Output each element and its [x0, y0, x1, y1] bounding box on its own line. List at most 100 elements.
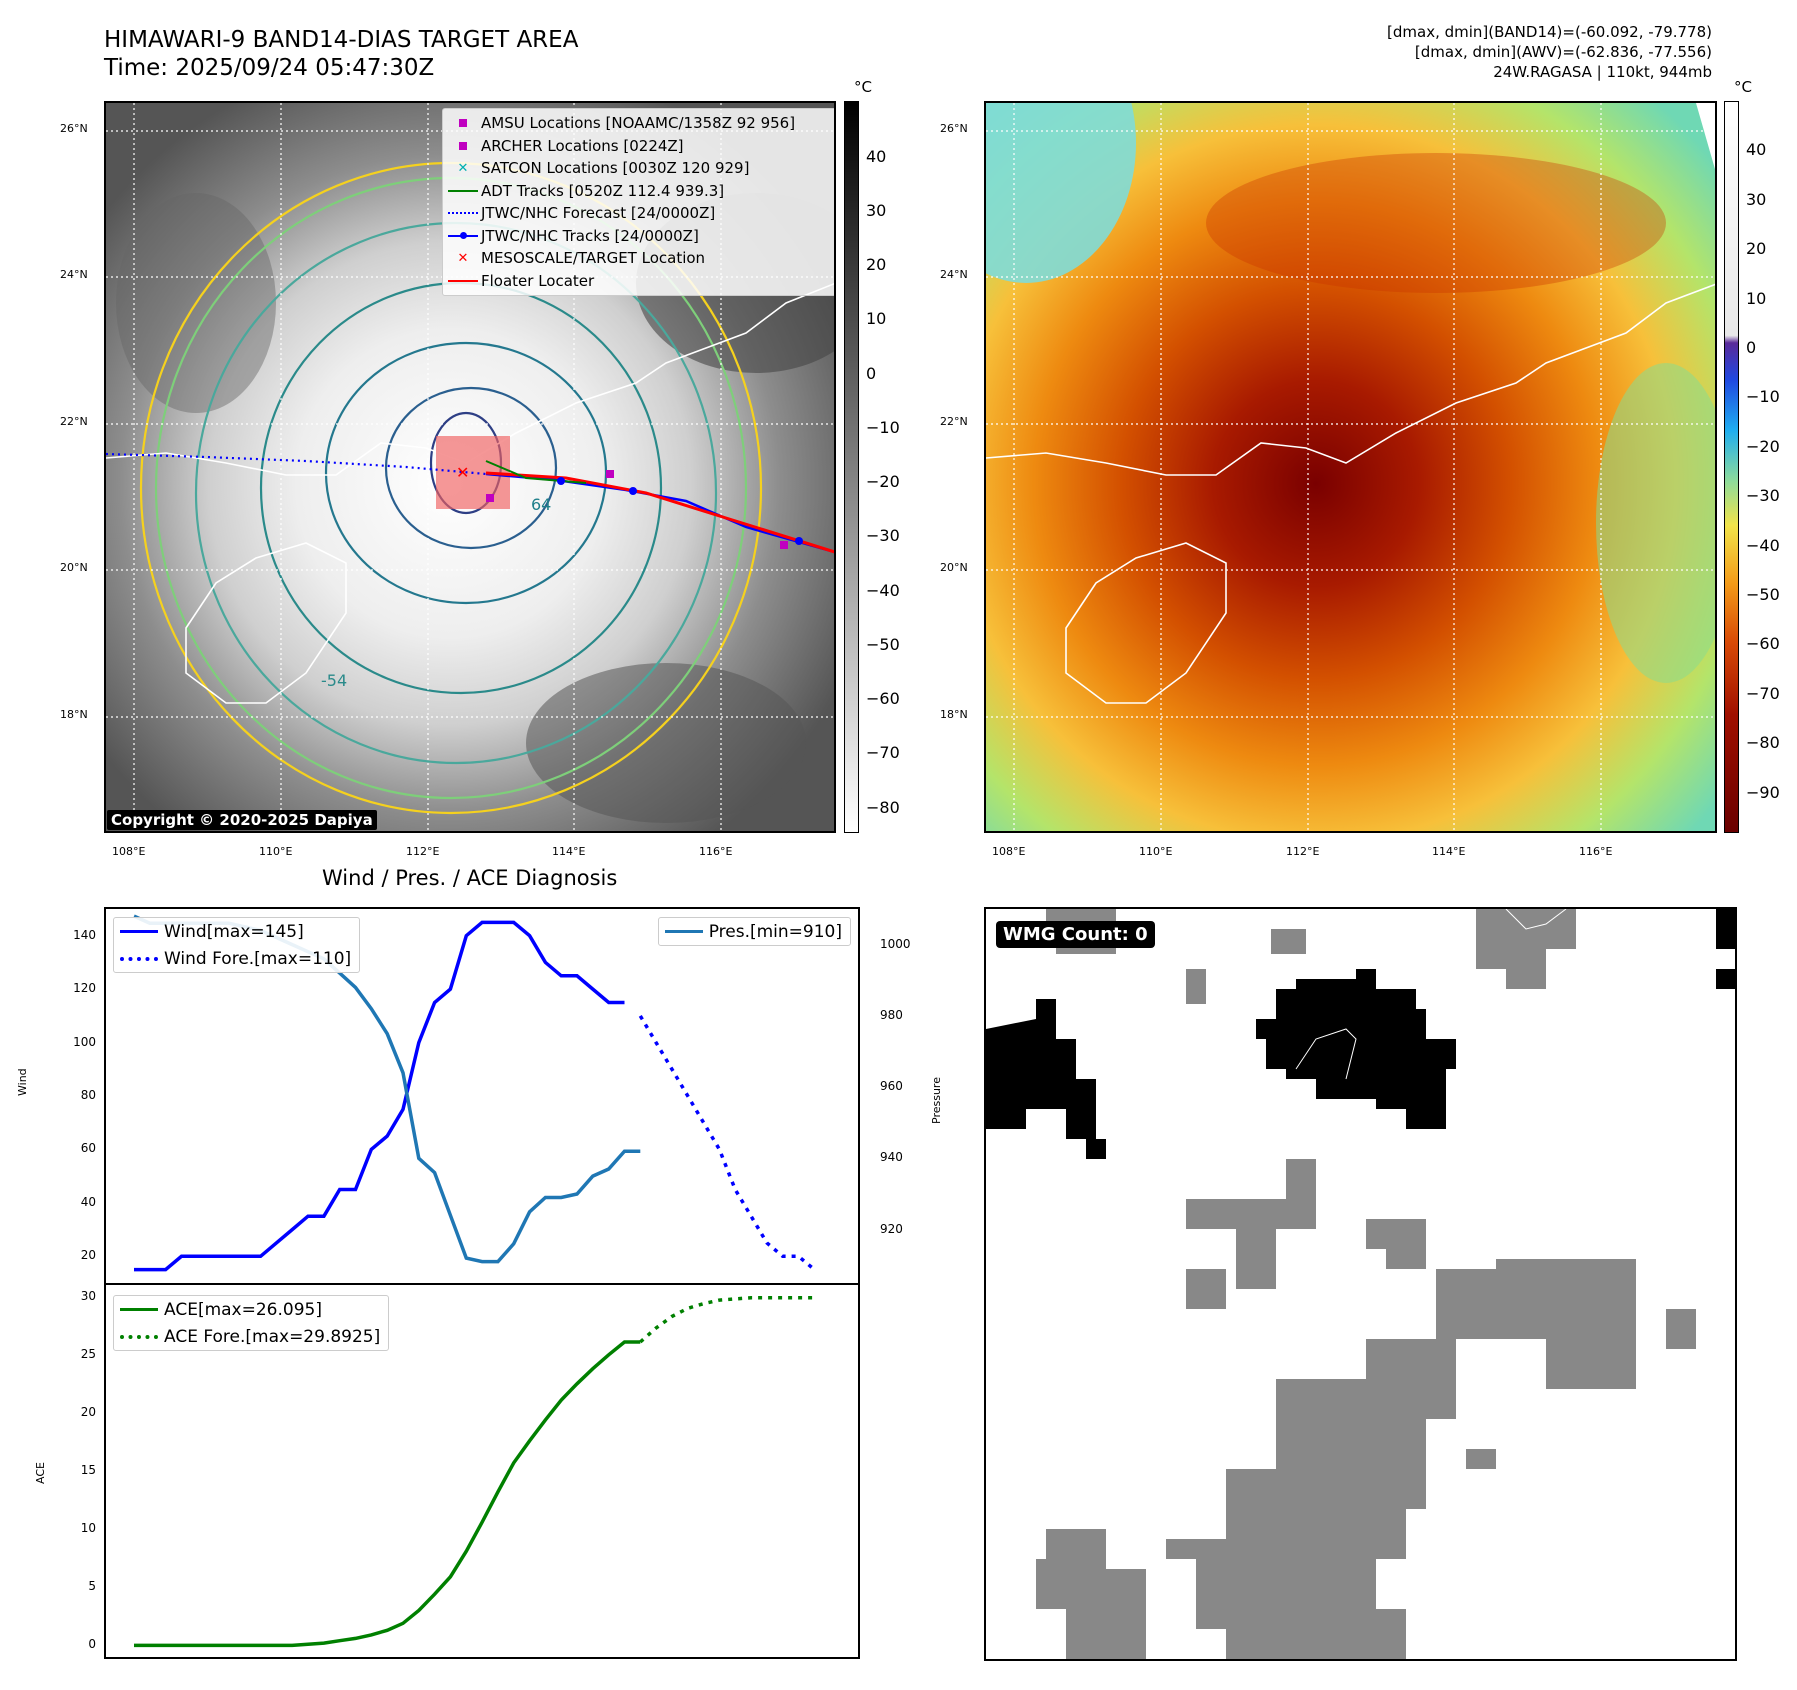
wind-tick: 40 — [80, 1194, 96, 1209]
lon-label: 110°E — [1139, 845, 1173, 858]
cb-tick: 10 — [866, 309, 887, 328]
cb-tick: −70 — [866, 743, 900, 762]
legend-pres: Pres.[min=910] — [708, 921, 842, 942]
cb-tick: 0 — [866, 364, 877, 383]
cb-tick: 30 — [866, 201, 887, 220]
lon-label: 108°E — [112, 845, 146, 858]
cb-tick: 30 — [1746, 190, 1767, 209]
ace-line — [134, 1340, 641, 1648]
pres-legend: Pres.[min=910] — [657, 917, 851, 946]
awv-colorbar — [1724, 101, 1739, 833]
wind-line — [134, 920, 625, 1272]
ace-legend: ACE[max=26.095] ACE Fore.[max=29.8925] — [113, 1295, 390, 1351]
cb-tick: −20 — [866, 472, 900, 491]
ir-colorbar — [844, 101, 859, 833]
pres-tick: 980 — [880, 1007, 903, 1022]
wind-tick: 80 — [80, 1088, 96, 1102]
pres-tick: 1000 — [880, 936, 911, 951]
wind-legend: Wind[max=145] Wind Fore.[max=110] — [113, 917, 361, 973]
cb-tick: 10 — [1746, 289, 1767, 308]
ace-tick: 10 — [80, 1521, 96, 1536]
lat-label: 20°N — [60, 561, 88, 574]
svg-text:✕: ✕ — [456, 463, 469, 482]
lat-label: 22°N — [60, 415, 88, 428]
ace-tick: 15 — [80, 1463, 96, 1477]
pres-tick: 920 — [880, 1221, 903, 1236]
ace-tick: 0 — [88, 1637, 96, 1652]
legend-ace-fore: ACE Fore.[max=29.8925] — [164, 1326, 381, 1347]
cb-tick: −40 — [866, 581, 900, 600]
ace-forecast-line — [639, 1296, 815, 1344]
lon-label: 112°E — [1286, 845, 1320, 858]
lat-label: 22°N — [940, 415, 968, 428]
legend-wind-fore: Wind Fore.[max=110] — [164, 948, 352, 969]
legend-ace: ACE[max=26.095] — [164, 1299, 322, 1320]
wind-tick: 140 — [73, 927, 96, 942]
lon-label: 110°E — [259, 845, 293, 858]
cb-tick: −40 — [1746, 536, 1780, 555]
legend-satcon: SATCON Locations [0030Z 120 929] — [481, 159, 750, 178]
cb-tick: 40 — [866, 147, 887, 166]
cb-tick: −30 — [866, 526, 900, 545]
ace-tick: 25 — [80, 1346, 96, 1361]
ace-tick: 20 — [80, 1404, 96, 1419]
lon-label: 116°E — [1579, 845, 1613, 858]
wind-forecast-line — [638, 1015, 816, 1271]
cb-tick: 40 — [1746, 140, 1767, 159]
wind-tick: 20 — [80, 1248, 96, 1263]
legend-archer: ARCHER Locations [0224Z] — [481, 136, 684, 155]
legend-adt: ADT Tracks [0520Z 112.4 939.3] — [481, 181, 725, 200]
lat-label: 24°N — [60, 268, 88, 281]
pres-tick: 960 — [880, 1079, 903, 1094]
cb-tick: −80 — [1746, 733, 1780, 752]
wind-tick: 120 — [73, 981, 96, 996]
lat-label: 26°N — [940, 122, 968, 135]
ace-tick: 30 — [80, 1288, 96, 1303]
contour-label: -54 — [321, 671, 347, 690]
colorbar-unit: °C — [854, 78, 872, 96]
info-line1: [dmax, dmin](BAND14)=(-60.092, -79.778) — [1387, 23, 1712, 41]
figure-title: HIMAWARI-9 BAND14-DIAS TARGET AREA Time:… — [104, 26, 578, 82]
cb-tick: 20 — [1746, 239, 1767, 258]
cb-tick: −30 — [1746, 486, 1780, 505]
lat-label: 18°N — [940, 708, 968, 721]
copyright-badge: Copyright © 2020-2025 Dapiya — [107, 810, 377, 830]
wind-tick: 60 — [80, 1141, 96, 1156]
title-line2: Time: 2025/09/24 05:47:30Z — [104, 55, 435, 81]
lat-label: 26°N — [60, 122, 88, 135]
legend-jtwc-tracks: JTWC/NHC Tracks [24/0000Z] — [481, 226, 699, 245]
wmg-panel: WMG Count: 0 — [984, 907, 1737, 1661]
awv-map-panel — [984, 101, 1717, 833]
cb-tick: −50 — [1746, 585, 1780, 604]
ace-ylabel: ACE — [34, 1462, 47, 1484]
info-block: [dmax, dmin](BAND14)=(-60.092, -79.778) … — [1387, 22, 1712, 82]
map-legend: AMSU Locations [NOAAMC/1358Z 92 956] ARC… — [442, 108, 834, 296]
lon-label: 114°E — [552, 845, 586, 858]
cb-tick: −90 — [1746, 783, 1780, 802]
lat-label: 24°N — [940, 268, 968, 281]
wind-pres-plot: Wind[max=145] Wind Fore.[max=110] Pres.[… — [104, 907, 860, 1285]
cb-tick: 0 — [1746, 338, 1757, 357]
cb-tick: −20 — [1746, 437, 1780, 456]
pres-tick: 940 — [880, 1150, 903, 1165]
lon-label: 108°E — [992, 845, 1026, 858]
ace-tick: 5 — [88, 1579, 96, 1594]
cb-tick: −10 — [1746, 387, 1780, 406]
cb-tick: −70 — [1746, 684, 1780, 703]
info-line3: 24W.RAGASA | 110kt, 944mb — [1493, 63, 1712, 81]
wmg-count-badge: WMG Count: 0 — [996, 921, 1155, 948]
ace-plot: ACE[max=26.095] ACE Fore.[max=29.8925] — [104, 1283, 860, 1659]
pres-ylabel: Pressure — [930, 1077, 943, 1124]
legend-target: MESOSCALE/TARGET Location — [481, 249, 706, 268]
cb-tick: 20 — [866, 255, 887, 274]
lon-label: 114°E — [1432, 845, 1466, 858]
cb-tick: −10 — [866, 418, 900, 437]
cb-tick: −60 — [1746, 634, 1780, 653]
diagnosis-title: Wind / Pres. / ACE Diagnosis — [322, 866, 618, 890]
title-line1: HIMAWARI-9 BAND14-DIAS TARGET AREA — [104, 27, 579, 53]
ace-svg — [134, 1296, 815, 1648]
wind-ylabel: Wind — [16, 1068, 29, 1096]
legend-floater: Floater Locater — [481, 271, 595, 290]
wind-tick: 100 — [73, 1034, 96, 1049]
contour-label: 64 — [531, 495, 551, 514]
